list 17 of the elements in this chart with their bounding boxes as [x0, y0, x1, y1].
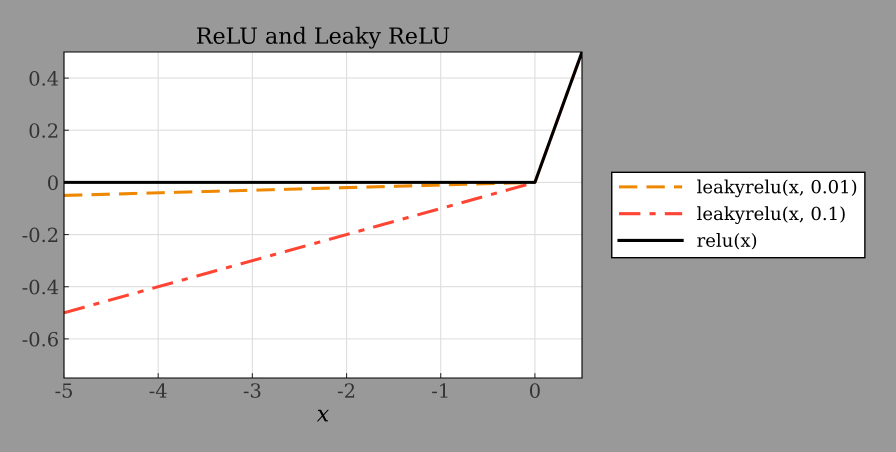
chart-title: ReLU and Leaky ReLU — [197, 26, 450, 49]
legend-label: leakyrelu(x, 0.1) — [697, 206, 845, 224]
x-tick-label: -3 — [244, 383, 260, 398]
legend-label: leakyrelu(x, 0.01) — [697, 180, 856, 198]
x-tick-label: -4 — [150, 383, 167, 398]
y-tick-label: 0.2 — [30, 123, 58, 138]
x-tick-label: -2 — [338, 383, 354, 398]
y-tick-label: -0.4 — [22, 280, 58, 294]
x-tick-label: -1 — [432, 383, 448, 398]
x-tick-label: -5 — [55, 383, 72, 398]
x-axis-title: x — [316, 410, 329, 422]
y-tick-label: -0.2 — [22, 228, 58, 242]
y-tick-label: 0.4 — [30, 71, 58, 86]
y-tick-label: 0 — [48, 175, 58, 190]
legend-label: relu(x) — [697, 233, 756, 250]
y-tick-label: -0.6 — [22, 332, 58, 347]
x-tick-label: 0 — [530, 383, 540, 398]
